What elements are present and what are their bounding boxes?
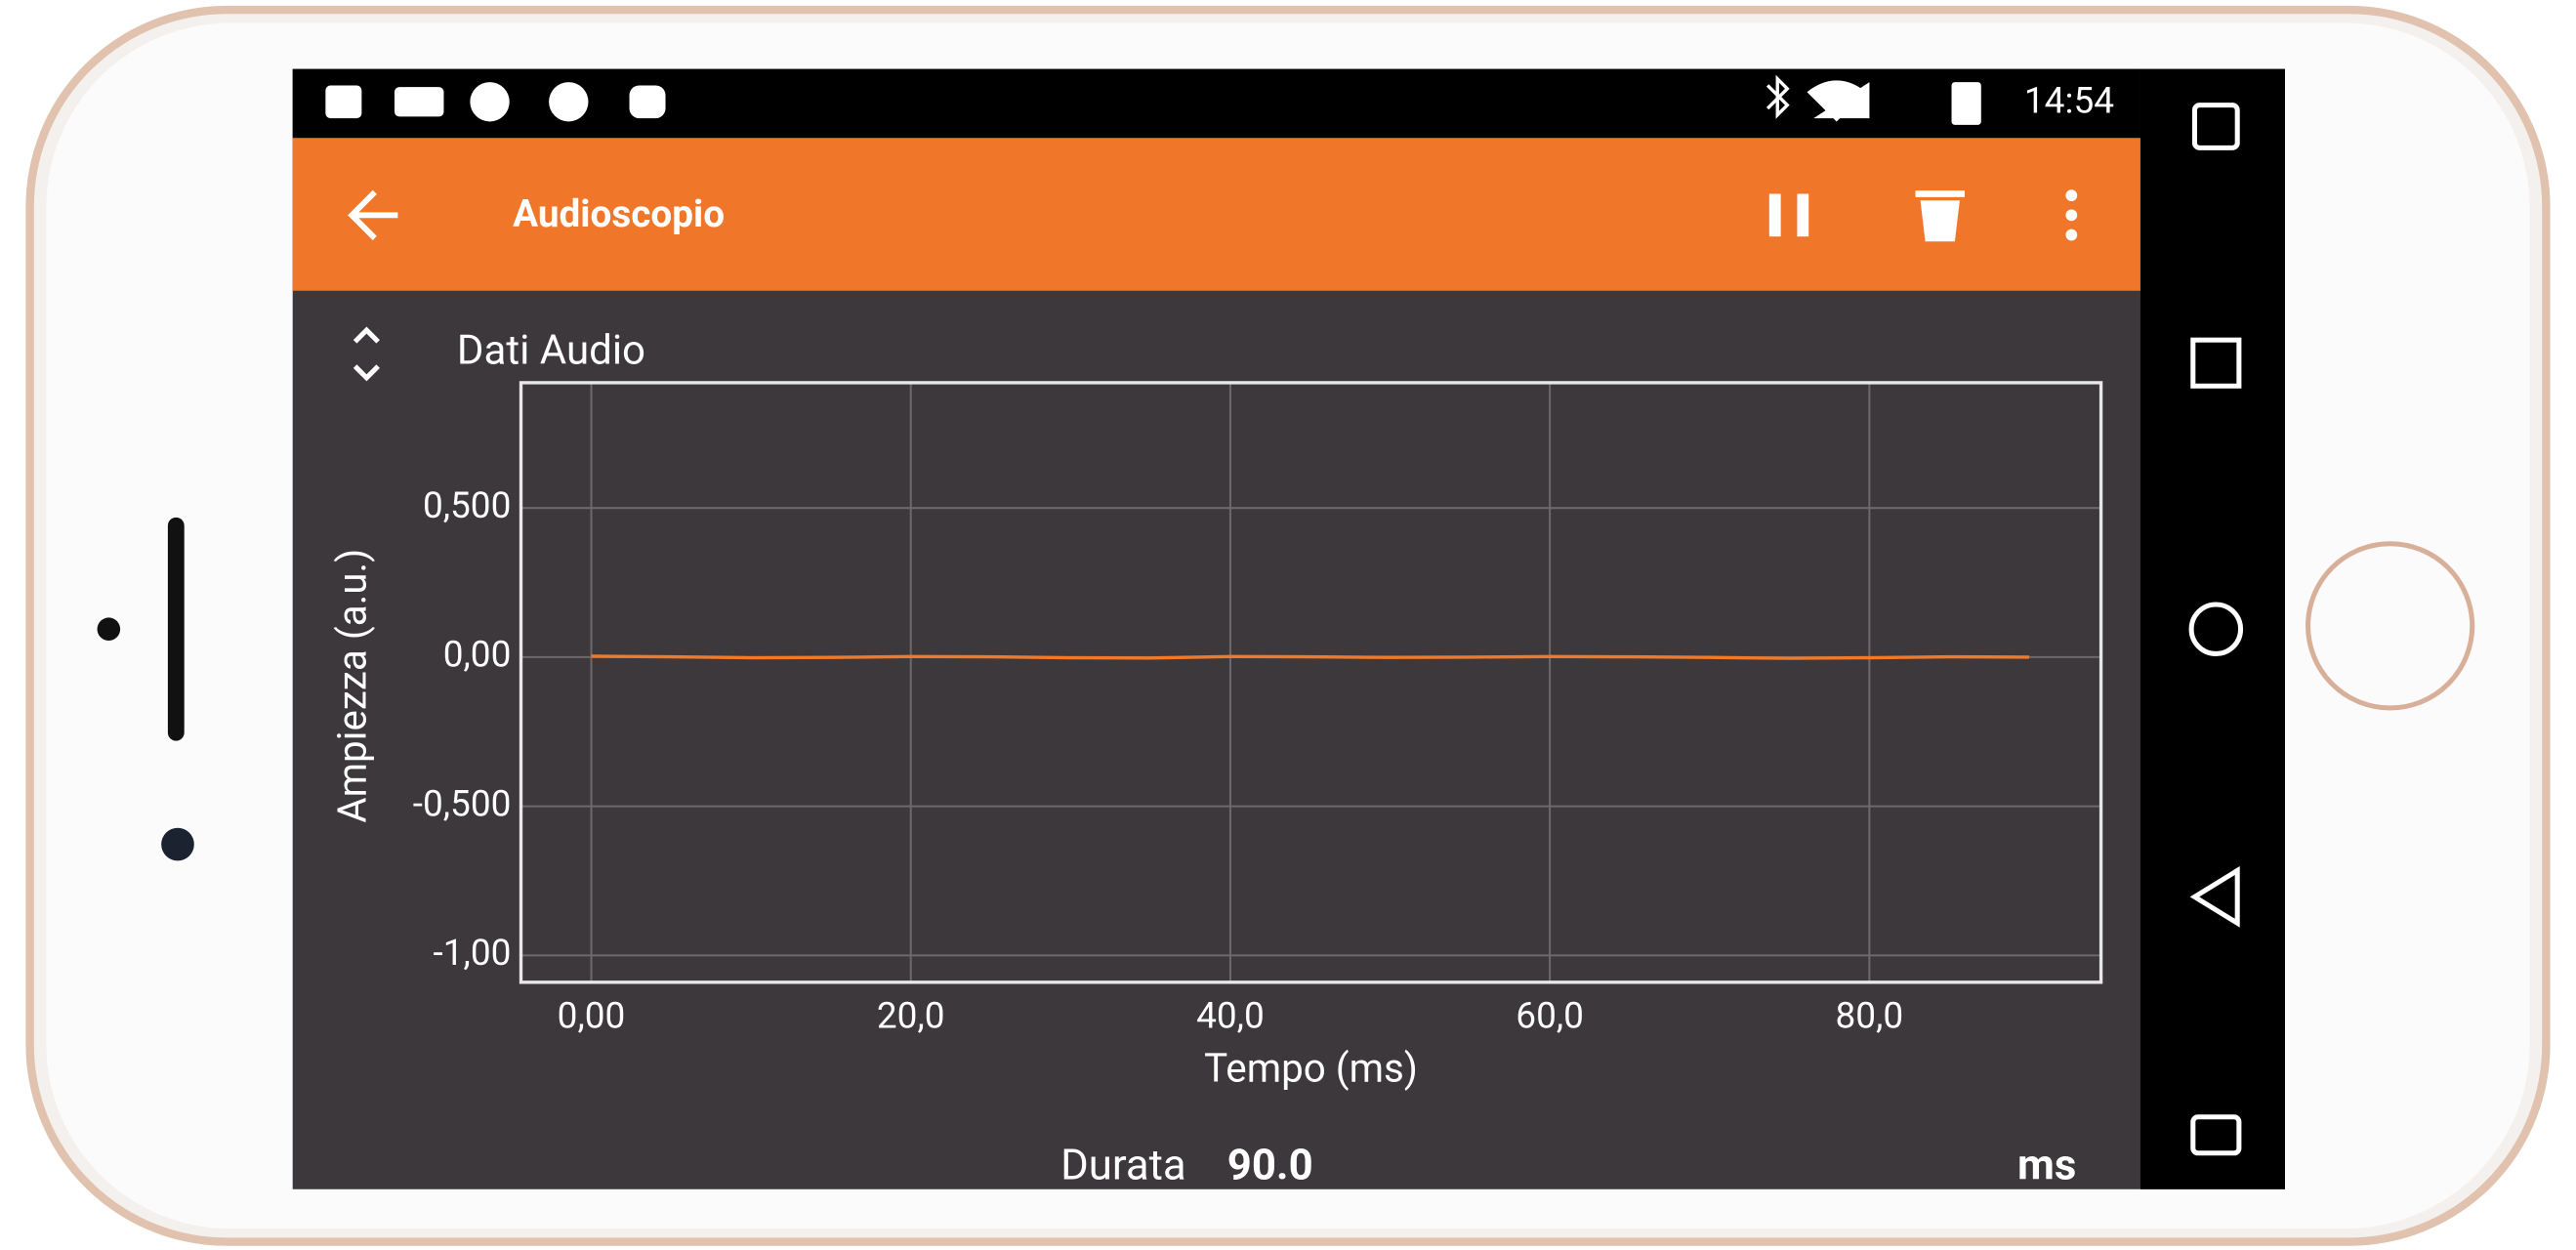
panel-title: Dati Audio [457, 327, 645, 375]
status-icons [325, 74, 1981, 125]
footer-unit: ms [2017, 1139, 2076, 1189]
back-button[interactable] [348, 189, 398, 240]
app-title: Audioscopio [513, 192, 725, 236]
menu-button[interactable] [2065, 209, 2078, 222]
y-tick-label: 0,500 [423, 485, 511, 527]
bluetooth-icon [1766, 74, 1790, 119]
speaker [167, 517, 185, 741]
y-tick-label: -0,500 [413, 783, 512, 825]
back-nav-button[interactable] [2189, 865, 2240, 928]
home-button[interactable] [2305, 541, 2475, 711]
x-tick-label: 20,0 [877, 996, 945, 1038]
nav-bar [2140, 68, 2285, 1189]
split-button[interactable] [2191, 103, 2240, 150]
y-tick-label: -1,00 [434, 933, 512, 975]
app-bar [292, 138, 2140, 291]
pause-button[interactable] [1768, 193, 1781, 237]
x-tick-label: 60,0 [1516, 996, 1584, 1038]
pause-button[interactable] [1797, 193, 1809, 237]
collapse-toggle[interactable] [353, 326, 380, 382]
delete-button[interactable] [1915, 190, 1965, 242]
y-tick-label: 0,00 [443, 635, 512, 677]
notification-icon [325, 85, 362, 119]
menu-button[interactable] [2065, 229, 2078, 241]
home-nav-button[interactable] [2188, 602, 2244, 656]
chrome-icon [549, 82, 589, 122]
camera [161, 827, 194, 861]
x-tick-label: 0,00 [558, 996, 626, 1038]
recents-button[interactable] [2190, 337, 2242, 389]
status-time: 14:54 [2024, 81, 2114, 123]
wifi-icon [1807, 80, 1867, 122]
menu-button[interactable] [2065, 189, 2078, 202]
sensor [97, 617, 121, 641]
footer-label: Durata [1060, 1139, 1186, 1189]
x-tick-label: 40,0 [1196, 996, 1265, 1038]
android-icon [629, 85, 666, 119]
plot-frame [519, 381, 2103, 984]
x-axis-label: Tempo (ms) [1204, 1045, 1418, 1091]
data-line [591, 654, 2029, 660]
keyboard-icon [394, 87, 444, 117]
screenshot-button[interactable] [2190, 1114, 2242, 1156]
y-axis-label: Ampiezza (a.u.) [329, 549, 375, 823]
x-tick-label: 80,0 [1836, 996, 1904, 1038]
battery-icon [1951, 82, 1981, 125]
footer-value: 90.0 [1227, 1139, 1313, 1189]
notification-icon [470, 82, 510, 122]
